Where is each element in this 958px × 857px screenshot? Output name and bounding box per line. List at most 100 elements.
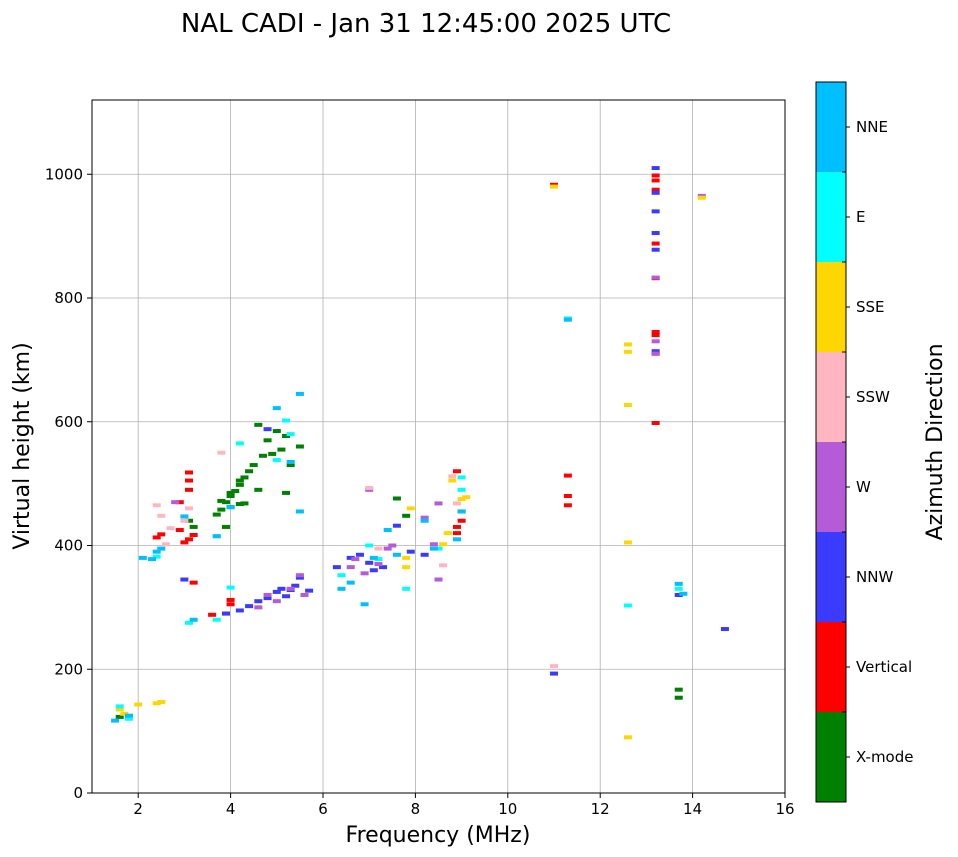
data-point-nnw xyxy=(379,565,388,570)
data-point-vertical xyxy=(651,330,660,335)
data-point-nne xyxy=(452,537,461,542)
data-point-nnw xyxy=(235,608,244,613)
data-point-sse xyxy=(157,700,166,705)
data-point-nnw xyxy=(282,594,291,599)
data-point-nnw xyxy=(651,166,660,171)
colorbar-label: NNE xyxy=(856,118,888,136)
data-point-nne xyxy=(420,518,429,523)
data-point-sse xyxy=(448,478,457,483)
data-point-nne xyxy=(111,718,120,723)
data-point-nne xyxy=(360,602,369,607)
data-point-nnw xyxy=(651,247,660,252)
y-tick-label: 800 xyxy=(54,289,83,307)
colorbar-segment xyxy=(816,442,846,532)
chart-title: NAL CADI - Jan 31 12:45:00 2025 UTC xyxy=(181,9,671,39)
data-point-nne xyxy=(148,557,157,562)
data-point-e xyxy=(282,418,291,423)
data-point-ssw xyxy=(550,664,558,669)
data-point-x-mode xyxy=(189,524,198,529)
data-point-x-mode xyxy=(115,714,124,719)
data-point-vertical xyxy=(651,241,660,246)
data-point-x-mode xyxy=(282,490,291,495)
data-point-nnw xyxy=(291,583,300,588)
data-point-vertical xyxy=(563,503,572,508)
data-point-ssw xyxy=(452,501,461,506)
data-point-w xyxy=(351,557,360,562)
data-point-vertical xyxy=(157,532,166,537)
y-axis-ticks: 0 200 400 600 800 1000 xyxy=(45,165,92,802)
y-tick-label: 0 xyxy=(73,784,83,802)
data-point-x-mode xyxy=(235,482,244,487)
data-point-vertical xyxy=(185,478,194,483)
data-point-sse xyxy=(457,497,466,502)
x-tick-label: 10 xyxy=(498,800,517,818)
data-point-nnw xyxy=(272,589,281,594)
data-point-e xyxy=(365,543,374,548)
data-point-nnw xyxy=(651,231,660,236)
data-point-nnw xyxy=(651,209,660,214)
data-point-w xyxy=(434,577,443,582)
data-point-nnw xyxy=(245,604,254,609)
x-tick-label: 8 xyxy=(411,800,421,818)
data-point-x-mode xyxy=(226,490,235,495)
data-point-nne xyxy=(392,552,401,557)
data-point-ssw xyxy=(185,506,194,511)
plot-frame xyxy=(91,99,786,794)
data-point-x-mode xyxy=(392,496,401,501)
data-point-w xyxy=(286,586,295,591)
data-point-vertical xyxy=(175,528,184,533)
data-point-nnw xyxy=(263,596,272,601)
data-point-w xyxy=(651,339,660,344)
data-point-x-mode xyxy=(217,507,226,512)
data-point-sse xyxy=(152,701,161,706)
colorbar-segment xyxy=(816,622,846,712)
data-point-vertical xyxy=(226,597,235,602)
data-point-nne xyxy=(180,514,189,519)
data-point-w xyxy=(434,501,443,506)
colorbar-label: E xyxy=(856,208,865,226)
data-point-nne xyxy=(189,617,198,622)
data-point-sse xyxy=(120,711,129,716)
data-point-e xyxy=(337,573,346,578)
data-point-ssw xyxy=(365,485,374,490)
data-point-x-mode xyxy=(277,447,286,452)
data-point-w xyxy=(651,351,660,356)
data-point-sse xyxy=(115,707,124,712)
data-point-nne xyxy=(369,555,378,560)
data-point-sse xyxy=(462,495,471,500)
data-point-w xyxy=(360,571,369,576)
data-point-vertical xyxy=(651,420,660,425)
data-point-e xyxy=(235,441,244,446)
data-point-x-mode xyxy=(240,501,249,506)
data-point-vertical xyxy=(457,518,466,523)
data-point-nnw xyxy=(180,577,189,582)
data-point-nnw xyxy=(305,588,314,593)
data-point-nne xyxy=(157,546,166,551)
data-point-nne xyxy=(286,459,295,464)
data-point-sse xyxy=(550,184,558,189)
data-point-x-mode xyxy=(235,502,244,507)
colorbar-label: X-mode xyxy=(856,748,913,766)
data-point-sse xyxy=(439,542,448,547)
data-point-ssw xyxy=(217,450,226,455)
data-point-ssw xyxy=(152,503,161,508)
data-point-x-mode xyxy=(263,438,272,443)
data-point-x-mode xyxy=(254,422,263,427)
data-point-x-mode xyxy=(249,463,258,468)
data-point-w xyxy=(300,593,309,597)
data-point-vertical xyxy=(651,178,660,183)
colorbar-label: W xyxy=(856,478,871,496)
data-point-x-mode xyxy=(221,500,230,505)
data-point-e xyxy=(226,585,235,590)
data-point-nnw xyxy=(346,555,355,560)
data-point-nnw xyxy=(332,565,341,570)
data-point-e xyxy=(286,432,295,437)
y-axis-label: Virtual height (km) xyxy=(10,342,35,549)
data-point-x-mode xyxy=(402,513,411,518)
data-point-ssw xyxy=(166,526,175,531)
data-point-ssw xyxy=(161,542,170,547)
data-point-nnw xyxy=(365,560,374,565)
grid xyxy=(92,100,786,794)
data-point-x-mode xyxy=(282,433,291,438)
data-point-w xyxy=(374,562,383,567)
